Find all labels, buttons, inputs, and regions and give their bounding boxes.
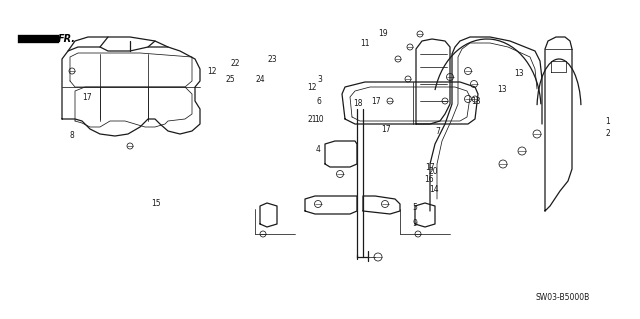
Text: 17: 17 <box>425 162 435 172</box>
Text: 17: 17 <box>381 124 391 133</box>
Text: 20: 20 <box>428 167 438 175</box>
Text: 12: 12 <box>307 83 317 92</box>
Text: 14: 14 <box>429 184 439 194</box>
Text: 9: 9 <box>413 219 417 228</box>
Text: 4: 4 <box>316 145 321 153</box>
Text: 1: 1 <box>605 116 611 125</box>
Text: 12: 12 <box>207 66 217 76</box>
Text: 10: 10 <box>314 115 324 123</box>
Text: 3: 3 <box>317 75 323 84</box>
Text: 18: 18 <box>353 100 363 108</box>
Text: 17: 17 <box>371 97 381 106</box>
Text: FR.: FR. <box>58 34 76 44</box>
Text: 16: 16 <box>424 174 434 183</box>
Text: 23: 23 <box>267 55 277 63</box>
Text: 24: 24 <box>255 75 265 84</box>
Text: 2: 2 <box>605 130 611 138</box>
Text: 5: 5 <box>413 203 417 211</box>
Text: 25: 25 <box>225 75 235 84</box>
Text: 19: 19 <box>378 29 388 39</box>
Text: 13: 13 <box>497 85 507 93</box>
Text: 8: 8 <box>70 131 74 140</box>
Text: 15: 15 <box>151 199 161 209</box>
Text: 11: 11 <box>360 40 370 48</box>
Text: SW03-B5000B: SW03-B5000B <box>536 293 590 301</box>
Text: 13: 13 <box>471 97 481 106</box>
Text: 7: 7 <box>436 127 440 136</box>
Text: 22: 22 <box>230 60 240 69</box>
Text: 13: 13 <box>514 70 524 78</box>
Text: 17: 17 <box>82 93 92 101</box>
Text: 21: 21 <box>307 115 317 123</box>
Text: 6: 6 <box>317 97 321 106</box>
